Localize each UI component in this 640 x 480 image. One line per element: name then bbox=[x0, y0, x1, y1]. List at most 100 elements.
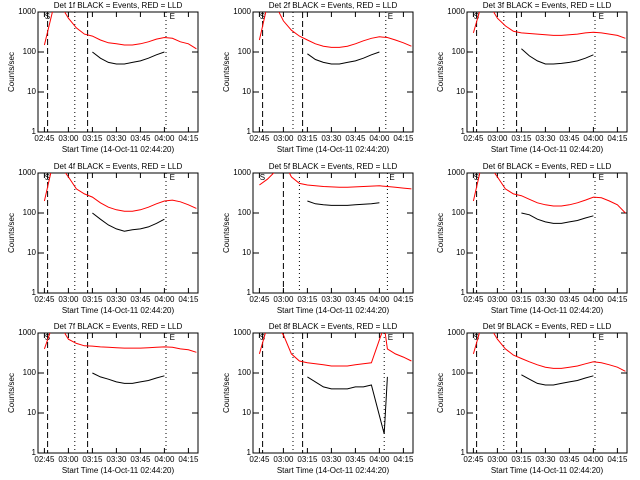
x-tick-label: 02:45 bbox=[249, 295, 270, 304]
y-axis-label: Counts/sec bbox=[7, 373, 16, 413]
x-tick-label: 03:00 bbox=[487, 455, 508, 464]
x-axis-label: Start Time (14-Oct-11 02:44:20) bbox=[62, 145, 175, 154]
x-tick-label: 03:45 bbox=[130, 455, 151, 464]
panel: Det 1f BLACK = Events, RED = LLD Start Ti… bbox=[7, 1, 199, 154]
x-tick-label: 03:45 bbox=[345, 295, 366, 304]
y-tick-label: 1000 bbox=[447, 7, 465, 16]
series-line bbox=[521, 212, 594, 224]
x-tick-label: 04:00 bbox=[369, 455, 390, 464]
x-axis-label: Start Time (14-Oct-11 02:44:20) bbox=[491, 306, 604, 315]
x-tick-label: 04:15 bbox=[393, 134, 414, 143]
x-tick-label: 02:45 bbox=[463, 134, 484, 143]
x-axis-label: Start Time (14-Oct-11 02:44:20) bbox=[62, 306, 175, 315]
x-tick-label: 03:45 bbox=[130, 295, 151, 304]
x-tick-label: 03:30 bbox=[106, 455, 127, 464]
x-tick-label: 04:00 bbox=[154, 134, 175, 143]
panel: Det 4f BLACK = Events, RED = LLD Start Ti… bbox=[7, 162, 199, 315]
x-tick-label: 03:45 bbox=[559, 295, 580, 304]
plot-frame bbox=[252, 332, 414, 454]
x-tick-label: 03:30 bbox=[535, 134, 556, 143]
x-tick-label: 02:45 bbox=[463, 295, 484, 304]
y-tick-label: 1000 bbox=[233, 328, 251, 337]
y-tick-label: 100 bbox=[452, 368, 466, 377]
x-tick-label: 03:15 bbox=[297, 295, 318, 304]
y-tick-label: 10 bbox=[242, 87, 251, 96]
x-tick-label: 03:15 bbox=[511, 295, 532, 304]
panel: Det 9f BLACK = Events, RED = LLD Start Ti… bbox=[436, 322, 628, 475]
x-tick-label: 04:00 bbox=[154, 295, 175, 304]
panel: Det 7f BLACK = Events, RED = LLD Start Ti… bbox=[7, 322, 199, 475]
annotation: E bbox=[599, 173, 604, 182]
y-tick-label: 1 bbox=[32, 127, 37, 136]
annotation: S bbox=[260, 12, 265, 21]
annotation: S bbox=[474, 333, 479, 342]
y-tick-label: 1 bbox=[247, 448, 252, 457]
x-tick-label: 03:15 bbox=[297, 134, 318, 143]
x-tick-label: 03:30 bbox=[321, 295, 342, 304]
y-tick-label: 100 bbox=[23, 208, 37, 217]
series-line bbox=[43, 12, 197, 50]
y-tick-label: 1000 bbox=[233, 7, 251, 16]
y-axis-label: Counts/sec bbox=[436, 52, 445, 92]
annotation: S bbox=[260, 333, 265, 342]
chart-title: Det 6f BLACK = Events, RED = LLD bbox=[483, 162, 612, 171]
series-line bbox=[521, 374, 594, 386]
x-tick-label: 02:45 bbox=[34, 455, 55, 464]
x-tick-label: 03:30 bbox=[321, 455, 342, 464]
x-tick-label: 03:00 bbox=[58, 295, 79, 304]
x-tick-label: 04:15 bbox=[393, 455, 414, 464]
y-tick-label: 1000 bbox=[18, 7, 36, 16]
y-axis-label: Counts/sec bbox=[7, 213, 16, 253]
y-tick-label: 100 bbox=[238, 208, 252, 217]
x-tick-label: 04:00 bbox=[583, 134, 604, 143]
chart-title: Det 9f BLACK = Events, RED = LLD bbox=[483, 322, 612, 331]
y-tick-label: 1 bbox=[461, 127, 466, 136]
x-axis-label: Start Time (14-Oct-11 02:44:20) bbox=[277, 145, 390, 154]
plot-frame bbox=[37, 172, 199, 294]
series-line bbox=[43, 333, 197, 353]
y-tick-label: 100 bbox=[452, 47, 466, 56]
annotation: E bbox=[170, 173, 175, 182]
y-tick-label: 100 bbox=[452, 208, 466, 217]
plot-frame bbox=[252, 172, 414, 294]
plot-frame bbox=[466, 172, 628, 294]
series-line bbox=[43, 173, 197, 212]
x-tick-label: 03:15 bbox=[82, 455, 103, 464]
x-tick-label: 04:00 bbox=[369, 134, 390, 143]
x-axis-label: Start Time (14-Oct-11 02:44:20) bbox=[62, 466, 175, 475]
x-tick-label: 03:15 bbox=[82, 134, 103, 143]
y-tick-label: 10 bbox=[27, 408, 36, 417]
x-tick-label: 04:15 bbox=[607, 455, 628, 464]
y-tick-label: 100 bbox=[23, 47, 37, 56]
annotation: E bbox=[599, 333, 604, 342]
y-tick-label: 1 bbox=[32, 448, 37, 457]
y-tick-label: 1000 bbox=[233, 168, 251, 177]
x-tick-label: 03:00 bbox=[273, 455, 294, 464]
x-tick-label: 03:00 bbox=[487, 134, 508, 143]
annotation: E bbox=[388, 333, 393, 342]
x-tick-label: 04:00 bbox=[154, 455, 175, 464]
plot-frame bbox=[37, 11, 199, 133]
plot-frame bbox=[252, 11, 414, 133]
x-tick-label: 04:15 bbox=[178, 134, 199, 143]
chart-title: Det 4f BLACK = Events, RED = LLD bbox=[54, 162, 183, 171]
y-tick-label: 10 bbox=[27, 248, 36, 257]
annotation: E bbox=[388, 12, 393, 21]
chart-title: Det 2f BLACK = Events, RED = LLD bbox=[269, 1, 398, 10]
x-tick-label: 04:15 bbox=[607, 295, 628, 304]
y-axis-label: Counts/sec bbox=[222, 373, 231, 413]
y-tick-label: 10 bbox=[456, 408, 465, 417]
x-tick-label: 02:45 bbox=[34, 295, 55, 304]
y-tick-label: 10 bbox=[27, 87, 36, 96]
y-axis-label: Counts/sec bbox=[7, 52, 16, 92]
annotation: S bbox=[260, 173, 265, 182]
annotation: E bbox=[170, 12, 175, 21]
x-tick-label: 03:30 bbox=[106, 295, 127, 304]
panel: Det 3f BLACK = Events, RED = LLD Start Ti… bbox=[436, 1, 628, 154]
plot-frame bbox=[466, 11, 628, 133]
x-tick-label: 03:30 bbox=[535, 295, 556, 304]
y-tick-label: 1 bbox=[461, 288, 466, 297]
y-tick-label: 100 bbox=[238, 47, 252, 56]
panel: Det 6f BLACK = Events, RED = LLD Start Ti… bbox=[436, 162, 628, 315]
annotation: S bbox=[45, 333, 50, 342]
